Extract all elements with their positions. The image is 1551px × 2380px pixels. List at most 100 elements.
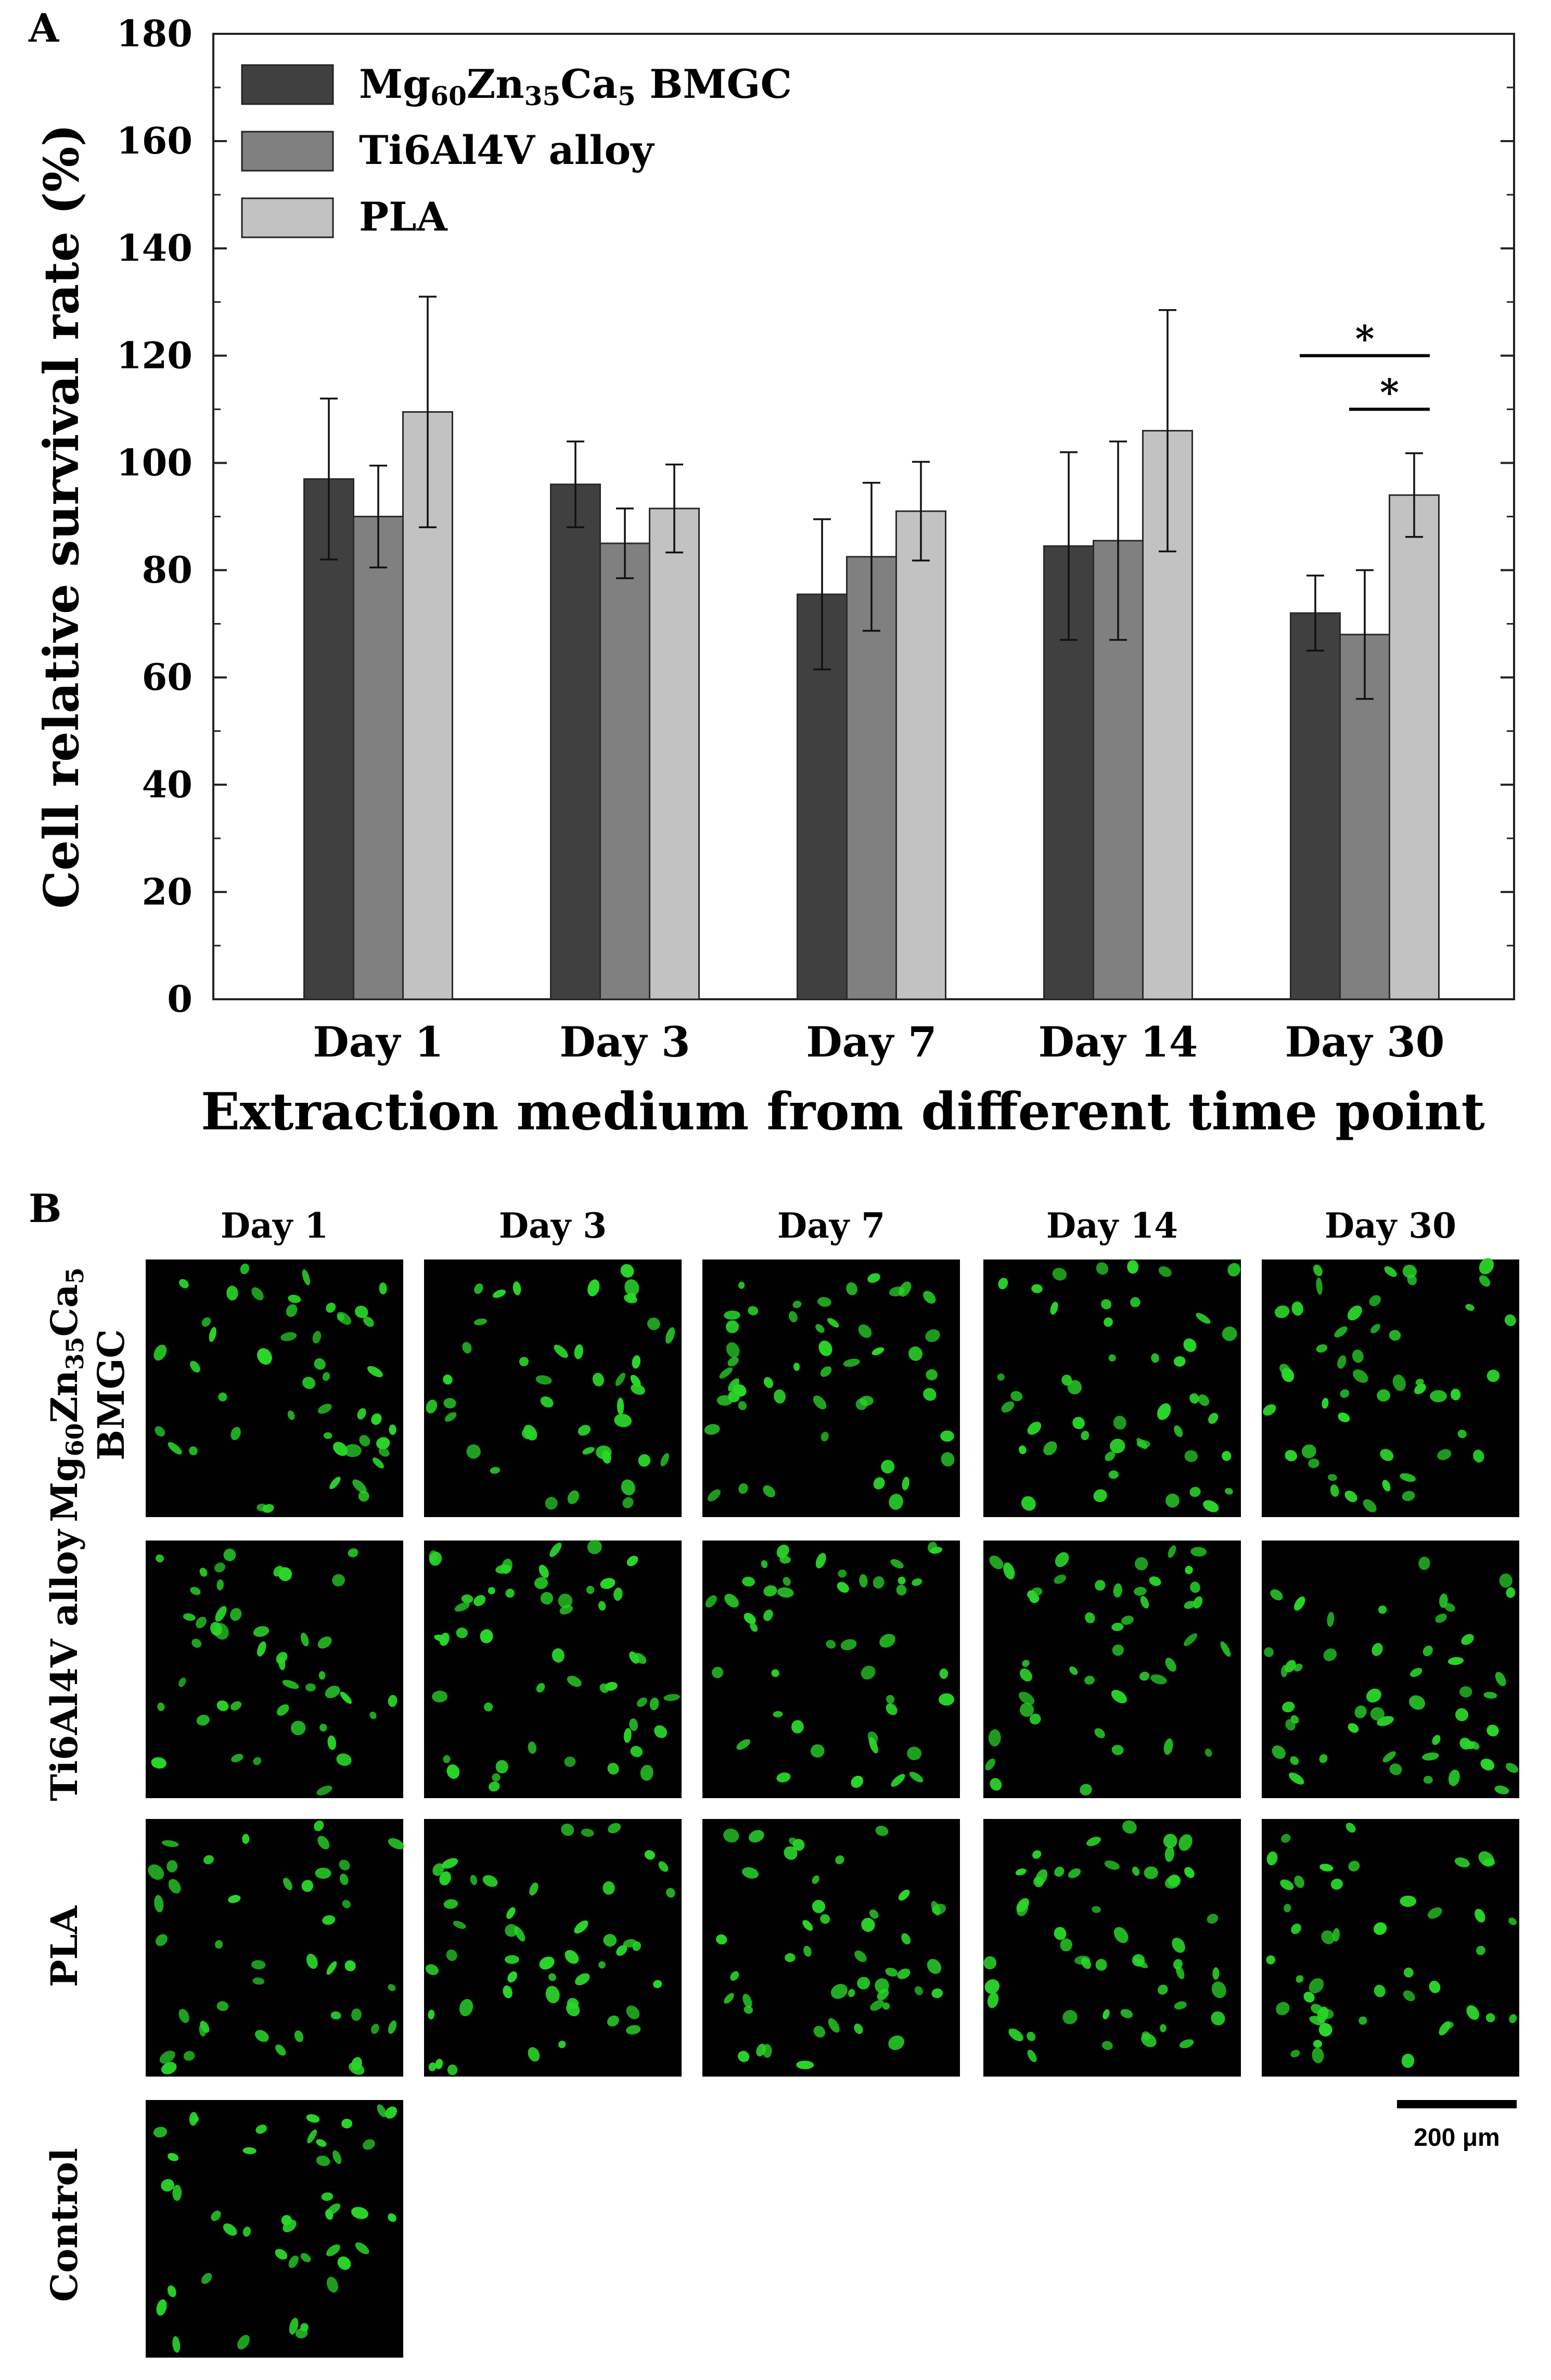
cell — [724, 1310, 740, 1320]
cell — [615, 1372, 625, 1386]
cell — [358, 1491, 369, 1502]
cell — [1198, 1394, 1210, 1406]
cell — [240, 1263, 250, 1275]
cell — [587, 1279, 600, 1296]
cell — [1459, 1737, 1471, 1750]
cell — [1095, 1580, 1106, 1591]
y-tick-label: 0 — [167, 977, 193, 1021]
cell — [1074, 1955, 1091, 1965]
cell — [985, 1758, 995, 1771]
cell — [598, 1601, 606, 1611]
cell — [727, 1356, 739, 1367]
cell — [1140, 1596, 1149, 1609]
cell — [564, 1757, 576, 1767]
cell — [649, 1697, 659, 1711]
cell — [730, 1971, 739, 1981]
cell — [1168, 1545, 1176, 1558]
cell — [155, 1934, 168, 1946]
cell — [495, 1760, 508, 1774]
cell — [791, 1720, 804, 1734]
cell — [1294, 1596, 1305, 1611]
y-tick-label: 180 — [117, 12, 193, 55]
cell — [199, 1568, 208, 1577]
cell — [196, 1714, 210, 1726]
cell — [172, 2336, 181, 2353]
cell — [326, 2244, 340, 2257]
cell — [774, 1389, 786, 1404]
cell — [566, 2002, 580, 2017]
cell — [1294, 1875, 1304, 1888]
cell — [565, 1950, 579, 1964]
cell — [607, 1763, 619, 1775]
cell — [1389, 1330, 1401, 1341]
cell — [191, 1638, 202, 1648]
cell — [388, 1695, 398, 1707]
cell — [492, 1289, 506, 1298]
cell — [1054, 1927, 1067, 1940]
cell — [724, 1594, 739, 1608]
bar — [1389, 494, 1440, 1000]
cell — [1111, 1622, 1124, 1632]
cell — [581, 1828, 594, 1837]
cell — [154, 1895, 164, 1913]
cell — [704, 1424, 720, 1435]
cell — [631, 1384, 645, 1395]
cell — [1052, 1268, 1067, 1281]
column-header: Day 14 — [1046, 1205, 1178, 1246]
cell — [1084, 1675, 1095, 1685]
cell — [1113, 1927, 1129, 1943]
cell — [1185, 1566, 1193, 1574]
cell — [428, 2009, 435, 2020]
cell — [623, 1294, 637, 1304]
cell — [223, 1548, 236, 1561]
cell — [1429, 1980, 1441, 1993]
micrograph-tile — [424, 1539, 682, 1798]
cell — [1486, 1724, 1499, 1737]
cell — [1174, 2001, 1187, 2010]
cell — [226, 1286, 238, 1301]
micrograph-background — [424, 1541, 682, 1798]
cell — [817, 1297, 831, 1307]
panel-b-micrographs: B Day 1 Day 3 Day 7 Day 14 Day 30 Mg60Zn35Ca… — [29, 1186, 1519, 2358]
cell — [861, 1918, 875, 1932]
cell — [1022, 1660, 1030, 1667]
cell — [317, 1404, 332, 1414]
bar — [353, 516, 404, 1000]
cell — [1461, 1634, 1474, 1645]
y-tick-label: 60 — [142, 656, 193, 699]
cell — [179, 1279, 189, 1289]
cell — [201, 2273, 212, 2284]
cell — [736, 1739, 751, 1750]
cell — [574, 1344, 584, 1359]
cell — [1067, 1380, 1082, 1395]
cell — [507, 1971, 517, 1983]
cell — [316, 1785, 332, 1796]
cell — [1320, 2008, 1334, 2019]
cell — [1374, 1922, 1387, 1935]
cell — [658, 1861, 669, 1872]
cell — [1403, 1967, 1414, 1978]
cell — [389, 1424, 396, 1435]
cell — [1104, 1317, 1113, 1327]
cell — [1139, 1672, 1150, 1681]
micrograph-tile — [1262, 1258, 1519, 1517]
cell — [1050, 1302, 1058, 1315]
cell — [280, 1332, 297, 1341]
micrograph-background — [702, 1541, 960, 1798]
cell — [1348, 1861, 1360, 1872]
cell — [1454, 1857, 1470, 1868]
cell — [1319, 1864, 1334, 1872]
cell — [1208, 1412, 1219, 1424]
row-label-bmgc-line2: BMGC — [89, 1329, 133, 1460]
cell — [474, 1283, 483, 1294]
cell — [1086, 1837, 1101, 1847]
cell — [459, 1999, 473, 2016]
cell — [705, 1595, 717, 1608]
cell — [432, 1863, 444, 1876]
cell — [1276, 2002, 1290, 2016]
cell — [343, 1444, 362, 1457]
cell — [1370, 1707, 1385, 1721]
cell — [539, 1956, 555, 1970]
cell — [1358, 2016, 1367, 2025]
cell — [873, 1477, 885, 1490]
